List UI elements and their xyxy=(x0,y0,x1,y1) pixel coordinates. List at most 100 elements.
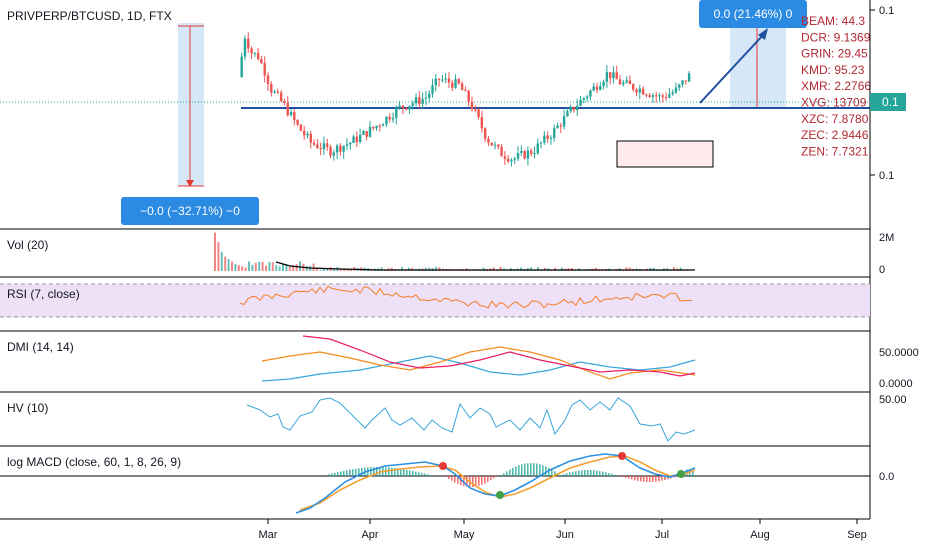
candle-body xyxy=(395,107,398,118)
candle-body xyxy=(668,94,671,98)
candle-body xyxy=(549,137,553,139)
candle-body xyxy=(641,88,645,95)
volume-bar xyxy=(428,267,431,271)
candle-body xyxy=(559,125,563,127)
candle-body xyxy=(608,72,612,79)
vol-tick-1: 2M xyxy=(879,232,894,244)
macd-hist-bar xyxy=(346,470,348,476)
macd-hist-bar xyxy=(646,476,648,482)
candle-body xyxy=(585,96,589,99)
dmi-tick-2: 0.0000 xyxy=(879,378,913,390)
candle-body xyxy=(381,124,385,126)
measure-up-badge-text: 0.0 (21.46%) 0 xyxy=(714,7,793,21)
volume-bar xyxy=(492,267,495,271)
macd-hist-bar xyxy=(667,476,669,480)
compare-symbol-item: XZC: 7.8780 xyxy=(801,112,869,126)
macd-hist-bar xyxy=(652,476,654,482)
candle-body xyxy=(645,94,648,96)
volume-bar xyxy=(482,267,485,271)
price-axis[interactable]: 0.1 0.1 0.1 2M 0 50.0000 0.0000 50.00 0.… xyxy=(870,5,919,483)
volume-pane[interactable]: Vol (20) xyxy=(7,232,695,271)
macd-pane[interactable]: log MACD (close, 60, 1, 8, 26, 9) xyxy=(0,452,870,514)
volume-bar xyxy=(254,262,257,271)
candle-body xyxy=(309,133,312,143)
candle-body xyxy=(572,106,576,111)
hv-label: HV (10) xyxy=(7,401,48,415)
candle-body xyxy=(362,131,365,135)
candle-body xyxy=(526,150,530,159)
macd-hist-bar xyxy=(593,470,595,476)
candle-body xyxy=(474,109,477,111)
compare-symbol-item: ZEN: 7.7321 xyxy=(801,144,869,158)
macd-hist-bar xyxy=(599,471,601,476)
volume-bar xyxy=(380,267,383,271)
candle-body xyxy=(661,95,664,97)
candle-body xyxy=(595,86,599,90)
candle-body xyxy=(299,124,303,131)
macd-hist-bar xyxy=(658,476,660,482)
macd-hist-bar xyxy=(509,469,511,476)
volume-bar xyxy=(673,267,675,271)
candle-body xyxy=(460,83,464,91)
measure-down-badge[interactable]: −0.0 (−32.71%) −0 xyxy=(121,197,259,225)
macd-hist-bar xyxy=(628,476,630,479)
symbol-title[interactable]: PRIVPERP/BTCUSD, 1D, FTX xyxy=(7,9,172,23)
volume-bar xyxy=(237,265,240,271)
volume-bar xyxy=(649,267,652,271)
volume-bar xyxy=(295,264,298,271)
hv-line xyxy=(246,397,696,442)
consolidation-box[interactable] xyxy=(616,140,714,168)
candle-body xyxy=(651,95,655,97)
macd-hist-bar xyxy=(548,467,550,476)
measure-up-badge-bg xyxy=(699,0,807,28)
candle-body xyxy=(635,89,638,93)
candle-body xyxy=(523,151,526,159)
candle-body xyxy=(352,136,355,143)
candle-body xyxy=(404,107,408,110)
compare-symbol-item: BEAM: 44.3 xyxy=(801,14,865,28)
macd-hist-bar xyxy=(331,473,333,476)
macd-hist-bar xyxy=(584,470,586,476)
price-pane[interactable] xyxy=(0,23,870,187)
macd-hist-bar xyxy=(325,475,327,476)
measure-up-badge[interactable]: 0.0 (21.46%) 0 xyxy=(699,0,807,28)
measure-down-box[interactable] xyxy=(178,23,204,186)
candle-body xyxy=(424,97,428,99)
candle-body xyxy=(388,116,391,120)
macd-hist-bar xyxy=(409,470,411,476)
compare-symbol-item: XVG: 13709 xyxy=(801,96,867,110)
rsi-pane[interactable]: RSI (7, close) xyxy=(0,283,870,318)
candle-body xyxy=(385,116,388,125)
candle-body xyxy=(599,86,602,90)
volume-bar xyxy=(234,263,237,271)
macd-hist-bar xyxy=(551,469,553,476)
candle-body xyxy=(253,52,257,54)
macd-hist-bar xyxy=(400,468,402,476)
macd-hist-bar xyxy=(334,472,336,476)
candle-body xyxy=(398,105,401,108)
candle-body xyxy=(418,97,421,104)
vol-tick-2: 0 xyxy=(879,264,885,276)
candle-body xyxy=(256,52,260,60)
compare-symbol-item: GRIN: 29.45 xyxy=(801,47,868,61)
candle-body xyxy=(539,142,543,144)
hv-pane[interactable]: HV (10) xyxy=(7,397,696,442)
current-price-badge xyxy=(870,93,906,111)
measure-up-box[interactable] xyxy=(730,24,786,108)
macd-hist-bar xyxy=(575,471,577,476)
volume-bar xyxy=(268,261,271,271)
target-arrow[interactable] xyxy=(699,33,765,104)
time-axis[interactable]: Mar Apr May Jun Jul Aug Sep xyxy=(259,519,867,541)
candle-body xyxy=(326,143,329,147)
macd-hist-bar xyxy=(578,470,580,476)
hv-tick-1: 50.00 xyxy=(879,394,907,406)
candle-body xyxy=(444,78,447,80)
candle-body xyxy=(497,144,500,147)
dmi-pane[interactable]: DMI (14, 14) xyxy=(7,335,696,382)
volume-bar xyxy=(275,265,278,271)
macd-hist-bar xyxy=(328,474,330,476)
macd-label: log MACD (close, 60, 1, 8, 26, 9) xyxy=(7,455,181,469)
candle-body xyxy=(625,80,628,83)
candle-body xyxy=(648,95,651,97)
